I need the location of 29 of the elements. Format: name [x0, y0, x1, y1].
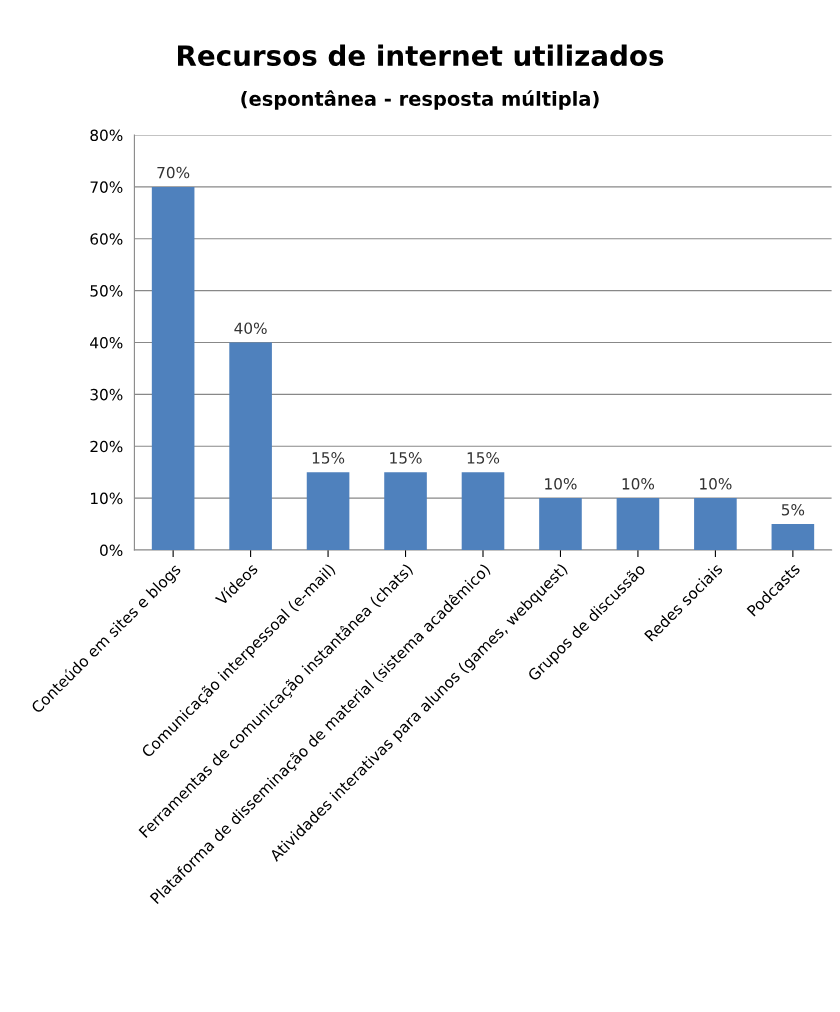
y-tick-label: 60% — [90, 233, 123, 245]
bar — [384, 472, 427, 550]
y-tick-label: 80% — [90, 129, 123, 142]
data-label: 10% — [700, 478, 732, 490]
data-label: 10% — [622, 478, 655, 490]
bar — [229, 342, 272, 550]
chart-subtitle: (espontânea - resposta múltipla) — [241, 90, 599, 110]
y-tick-label: 20% — [90, 440, 123, 453]
bar — [306, 472, 350, 550]
y-tick-label: 70% — [90, 181, 123, 193]
y-tick-label: 50% — [90, 285, 123, 297]
bar — [694, 498, 737, 550]
data-label: 10% — [545, 478, 577, 490]
y-tick-label: 0% — [100, 544, 123, 557]
bar — [539, 498, 582, 550]
data-label: 15% — [467, 452, 500, 464]
bar — [461, 472, 505, 550]
chart-title: Recursos de internet utilizados — [178, 44, 664, 67]
bar — [616, 498, 660, 550]
data-label: 15% — [312, 452, 345, 464]
y-tick-label: 40% — [90, 336, 123, 349]
y-tick-label: 10% — [91, 492, 123, 505]
data-label: 70% — [157, 166, 190, 179]
data-label: 40% — [234, 322, 267, 334]
data-label: 15% — [390, 452, 422, 464]
bar — [151, 186, 195, 550]
data-label: 5% — [781, 503, 805, 516]
y-tick-label: 30% — [90, 388, 123, 401]
bar — [771, 524, 815, 550]
